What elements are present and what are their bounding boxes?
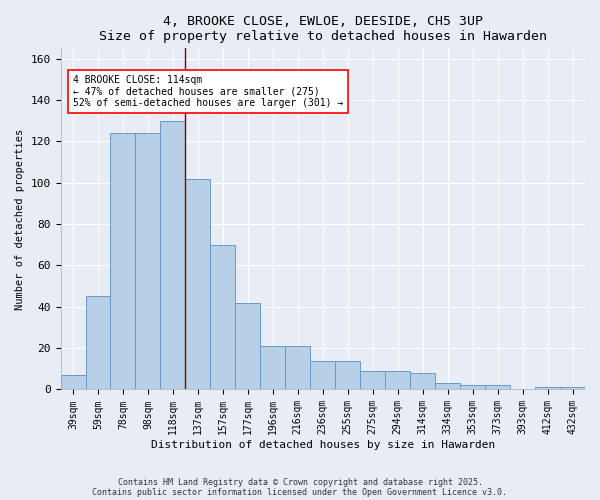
Title: 4, BROOKE CLOSE, EWLOE, DEESIDE, CH5 3UP
Size of property relative to detached h: 4, BROOKE CLOSE, EWLOE, DEESIDE, CH5 3UP…	[99, 15, 547, 43]
Bar	[211, 244, 235, 390]
Bar	[260, 346, 286, 390]
Bar	[460, 386, 485, 390]
Bar	[235, 302, 260, 390]
Bar	[360, 371, 385, 390]
Bar	[385, 371, 410, 390]
Text: 4 BROOKE CLOSE: 114sqm
← 47% of detached houses are smaller (275)
52% of semi-de: 4 BROOKE CLOSE: 114sqm ← 47% of detached…	[73, 75, 343, 108]
X-axis label: Distribution of detached houses by size in Hawarden: Distribution of detached houses by size …	[151, 440, 495, 450]
Bar	[136, 133, 160, 390]
Bar	[110, 133, 136, 390]
Bar	[160, 120, 185, 390]
Bar	[435, 384, 460, 390]
Bar	[335, 360, 360, 390]
Bar	[61, 375, 86, 390]
Y-axis label: Number of detached properties: Number of detached properties	[15, 128, 25, 310]
Text: Contains HM Land Registry data © Crown copyright and database right 2025.
Contai: Contains HM Land Registry data © Crown c…	[92, 478, 508, 497]
Bar	[560, 388, 585, 390]
Bar	[485, 386, 510, 390]
Bar	[410, 373, 435, 390]
Bar	[310, 360, 335, 390]
Bar	[286, 346, 310, 390]
Bar	[86, 296, 110, 390]
Bar	[185, 178, 211, 390]
Bar	[535, 388, 560, 390]
